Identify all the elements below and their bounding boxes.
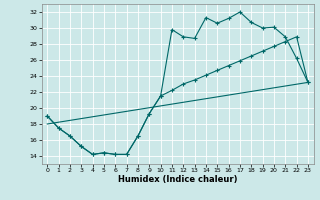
X-axis label: Humidex (Indice chaleur): Humidex (Indice chaleur) — [118, 175, 237, 184]
